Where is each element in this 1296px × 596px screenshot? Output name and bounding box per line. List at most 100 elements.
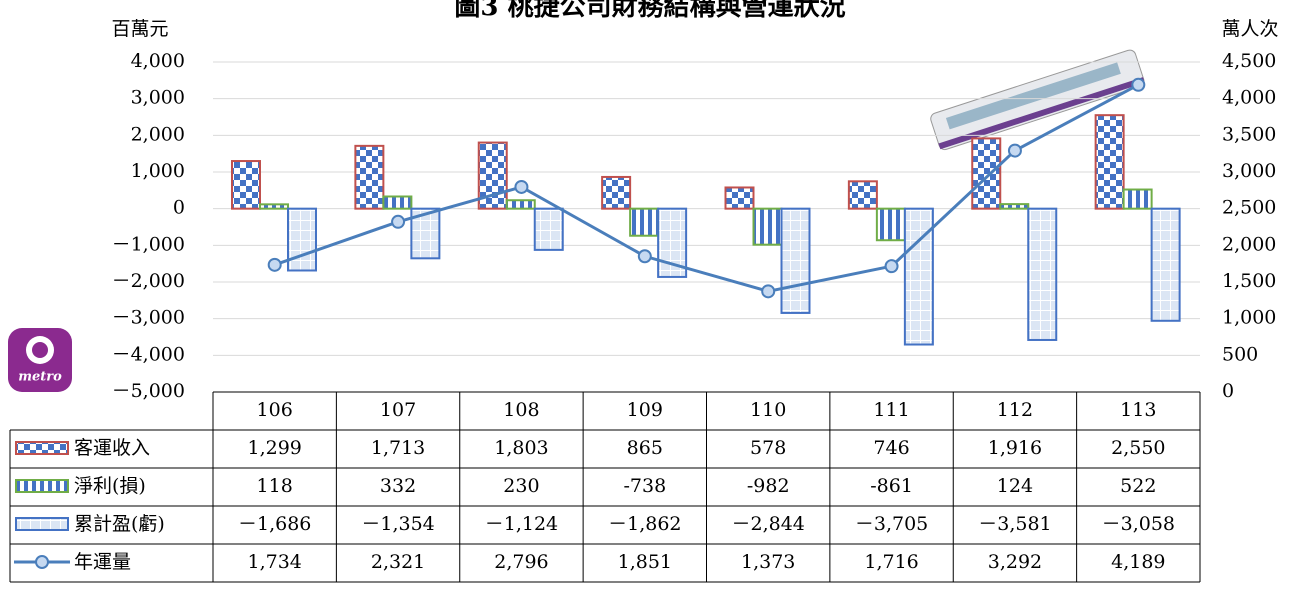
legend-swatch (16, 442, 68, 454)
logo-text: metro (18, 370, 62, 385)
legend-swatch (16, 480, 68, 492)
bar (905, 209, 933, 345)
x-tick-label: 109 (627, 399, 663, 421)
table-cell: －1,124 (485, 513, 558, 535)
y-tick-label: －2,000 (112, 270, 185, 292)
line-marker (639, 250, 651, 262)
bar (849, 181, 877, 208)
bar (1096, 115, 1124, 208)
y2-tick-label: 1,500 (1222, 270, 1276, 292)
chart-title: 圖3 桃捷公司財務結構與營運狀況 (454, 0, 845, 22)
table-cell: 1,803 (494, 437, 548, 459)
y2-tick-label: 4,500 (1222, 50, 1276, 72)
table-cell: 1,916 (988, 437, 1042, 459)
table-cell: 2,550 (1111, 437, 1165, 459)
legend-swatch (36, 556, 48, 568)
table-cell: －3,705 (855, 513, 928, 535)
bar (507, 200, 535, 208)
y-tick-label: 3,000 (131, 87, 185, 109)
table-cell: 1,734 (247, 551, 301, 573)
line-marker (392, 216, 404, 228)
table-cell: 3,292 (988, 551, 1042, 573)
x-tick-label: 106 (257, 399, 293, 421)
table-cell: 1,299 (247, 437, 301, 459)
y-tick-label: －3,000 (112, 307, 185, 329)
bar (535, 209, 563, 250)
table-cell: 865 (627, 437, 663, 459)
table-cell: －3,058 (1102, 513, 1175, 535)
table-cell: 118 (257, 475, 293, 497)
legend-label: 客運收入 (74, 437, 150, 459)
legend-label: 年運量 (74, 551, 131, 573)
table-cell: -982 (747, 475, 790, 497)
table-cell: 1,373 (741, 551, 795, 573)
table-cell: －1,862 (608, 513, 681, 535)
bar (602, 177, 630, 209)
bar (288, 209, 316, 271)
bar (630, 209, 658, 236)
bar (1124, 190, 1152, 209)
logo: metro (8, 328, 72, 392)
y2-tick-label: 4,000 (1222, 87, 1276, 109)
table-cell: 4,189 (1111, 551, 1165, 573)
y2-tick-label: 3,000 (1222, 160, 1276, 182)
line-marker (269, 259, 281, 271)
y-axis-label: 百萬元 (111, 18, 168, 40)
y2-tick-label: 0 (1222, 380, 1234, 402)
x-tick-label: 112 (997, 399, 1033, 421)
table-cell: －3,581 (978, 513, 1051, 535)
legend-swatch (16, 518, 68, 530)
y2-tick-label: 2,000 (1222, 233, 1276, 255)
line-marker (886, 260, 898, 272)
y2-tick-label: 2,500 (1222, 197, 1276, 219)
legend-label: 淨利(損) (74, 475, 146, 497)
line-marker (1132, 79, 1144, 91)
y2-tick-label: 3,500 (1222, 123, 1276, 145)
y2-tick-label: 1,000 (1222, 307, 1276, 329)
bar (972, 138, 1000, 208)
bar (383, 196, 411, 208)
table-cell: -861 (870, 475, 913, 497)
table-cell: 746 (873, 437, 909, 459)
bar (877, 209, 905, 241)
bar (232, 161, 260, 209)
bar (1152, 209, 1180, 321)
bar (754, 209, 782, 245)
chart: 圖3 桃捷公司財務結構與營運狀況 百萬元 萬人次 metro 4,000 3,00… (0, 0, 1296, 592)
y-tick-label: －5,000 (112, 380, 185, 402)
table-cell: 124 (997, 475, 1033, 497)
bar (355, 146, 383, 209)
y-tick-label: －4,000 (112, 343, 185, 365)
table-cell: 522 (1120, 475, 1156, 497)
y-tick-label: 1,000 (131, 160, 185, 182)
x-tick-label: 113 (1120, 399, 1156, 421)
table-cell: 1,716 (864, 551, 918, 573)
x-tick-label: 110 (750, 399, 786, 421)
legend-label: 累計盈(虧) (74, 513, 165, 535)
table-cell: -738 (623, 475, 666, 497)
table-cell: 1,851 (618, 551, 672, 573)
line-marker (762, 285, 774, 297)
y2-axis-label: 萬人次 (1221, 18, 1278, 40)
line-marker (1009, 145, 1021, 157)
table-cell: 578 (750, 437, 786, 459)
table-cell: 2,796 (494, 551, 548, 573)
table-cell: 2,321 (371, 551, 425, 573)
y-tick-label: 0 (173, 197, 185, 219)
bar (1000, 204, 1028, 209)
x-tick-label: 108 (503, 399, 539, 421)
table-cell: 230 (503, 475, 539, 497)
bar (782, 209, 810, 313)
x-tick-label: 111 (873, 399, 909, 421)
bar (260, 204, 288, 208)
x-tick-label: 107 (380, 399, 416, 421)
y-tick-label: 2,000 (131, 123, 185, 145)
bar (726, 187, 754, 208)
y-tick-label: －1,000 (112, 233, 185, 255)
table-cell: －1,686 (238, 513, 311, 535)
table-cell: 332 (380, 475, 416, 497)
table-cell: 1,713 (371, 437, 425, 459)
table-cell: －2,844 (731, 513, 804, 535)
y-tick-label: 4,000 (131, 50, 185, 72)
y2-tick-label: 500 (1222, 343, 1258, 365)
